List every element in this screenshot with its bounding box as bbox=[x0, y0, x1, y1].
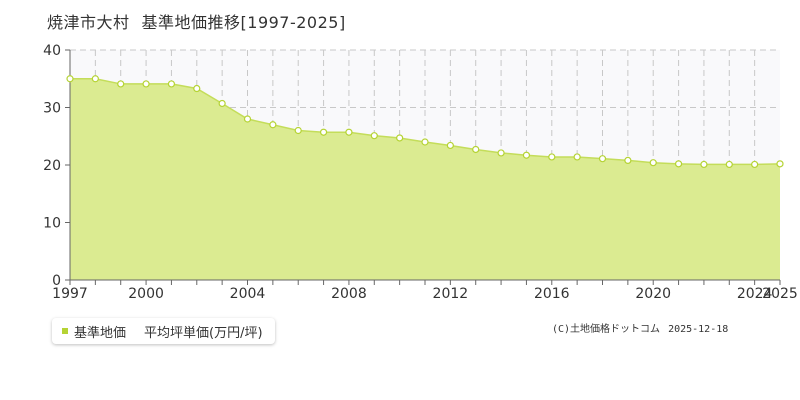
x-tick-label: 1997 bbox=[52, 286, 88, 302]
data-point bbox=[522, 151, 531, 159]
y-tick-label: 20 bbox=[43, 158, 61, 174]
data-point bbox=[573, 153, 581, 161]
data-point bbox=[269, 121, 277, 129]
data-point bbox=[91, 75, 99, 83]
data-point bbox=[193, 84, 201, 93]
data-point bbox=[674, 160, 683, 168]
y-tick-label: 0 bbox=[52, 273, 61, 289]
source-credit: (C)土地価格ドットコム 2025-12-18 bbox=[552, 320, 728, 335]
data-point bbox=[294, 126, 302, 135]
page-title-subject: 基準地価推移[1997-2025] bbox=[141, 13, 346, 32]
data-point bbox=[370, 132, 378, 140]
data-point bbox=[598, 155, 607, 163]
data-point bbox=[624, 156, 632, 164]
page-title: 焼津市大村 基準地価推移[1997-2025] bbox=[47, 9, 346, 33]
series-area bbox=[70, 78, 780, 280]
data-point bbox=[421, 138, 429, 146]
data-point bbox=[497, 149, 505, 157]
data-point bbox=[319, 128, 328, 136]
data-point bbox=[548, 153, 556, 161]
x-tick-label: 2004 bbox=[230, 286, 266, 302]
data-point bbox=[117, 80, 125, 88]
tick-labels: 0 10 20 30 40 1997 2000 2004 2008 2012 2016 2020 202… bbox=[43, 43, 798, 302]
data-point bbox=[396, 134, 404, 142]
data-point bbox=[725, 160, 733, 169]
data-point bbox=[345, 128, 353, 136]
legend: 基準地価 平均坪単価(万円/坪) bbox=[52, 318, 275, 344]
y-tick-label: 30 bbox=[43, 101, 61, 117]
x-tick-label: 2012 bbox=[433, 286, 469, 302]
credit-source: (C)土地価格ドットコム bbox=[552, 324, 661, 335]
y-tick-label: 10 bbox=[43, 216, 61, 232]
axes bbox=[65, 49, 781, 285]
x-tick-label: 2024 bbox=[737, 286, 773, 302]
data-point bbox=[167, 80, 176, 88]
data-point bbox=[776, 160, 784, 168]
data-point bbox=[446, 141, 454, 150]
data-point bbox=[472, 145, 480, 154]
data-point bbox=[142, 80, 150, 88]
legend-swatch bbox=[62, 328, 68, 334]
data-point bbox=[218, 99, 226, 108]
x-tick-label: 2025 bbox=[762, 286, 798, 302]
data-point bbox=[243, 115, 252, 123]
data-point bbox=[700, 160, 708, 169]
legend-series-label: 基準地価 bbox=[74, 325, 127, 341]
data-point bbox=[649, 159, 657, 167]
x-tick-label: 2016 bbox=[534, 286, 570, 302]
x-tick-label: 2020 bbox=[635, 286, 671, 302]
y-tick-label: 40 bbox=[43, 43, 61, 59]
data-point bbox=[66, 75, 74, 83]
data-point bbox=[751, 160, 759, 169]
credit-date: 2025-12-18 bbox=[668, 324, 729, 335]
data-points bbox=[66, 75, 784, 169]
x-tick-label: 2000 bbox=[128, 286, 164, 302]
legend-unit-label: 平均坪単価(万円/坪) bbox=[144, 325, 263, 341]
page-title-location: 焼津市大村 bbox=[47, 13, 130, 32]
x-tick-label: 2008 bbox=[331, 286, 367, 302]
